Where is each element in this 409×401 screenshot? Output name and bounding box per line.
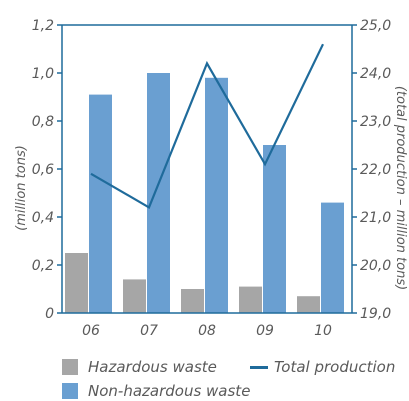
y-tick-label-6: 1,2: [32, 18, 54, 34]
y-tick-label-1: 0,2: [32, 258, 54, 274]
legend-swatch-total: [250, 365, 268, 369]
bar-nonhazardous-10: [321, 202, 344, 313]
y-tick-label-2: 0,4: [32, 210, 54, 226]
y2-tick-label-2: 21,0: [360, 210, 391, 226]
bar-hazardous-09: [239, 286, 262, 313]
y-tick-label-5: 1,0: [32, 66, 54, 82]
line-layer: [90, 43, 324, 209]
y2-tick-label-3: 22,0: [360, 162, 391, 178]
legend-label-nonhazardous: Non-hazardous waste: [88, 382, 251, 400]
x-tick-label-09: 09: [256, 323, 274, 339]
legend-label-hazardous: Hazardous waste: [88, 358, 217, 376]
bar-nonhazardous-06: [89, 94, 112, 313]
legend-swatch-nonhazardous: [62, 383, 78, 399]
bar-hazardous-08: [181, 289, 204, 313]
y-tick-label-0: 0: [45, 306, 54, 322]
waste-chart: 0 0,2 0,4 0,6 0,8 1,0 1,2 19,0 20,0 21,0 22,0 23,0 2…: [14, 18, 408, 339]
legend: Hazardous waste Total production Non-haz…: [62, 354, 402, 400]
bar-hazardous-06: [65, 253, 88, 313]
x-tick-label-07: 07: [140, 323, 158, 339]
bar-hazardous-10: [297, 296, 320, 313]
y-tick-label-4: 0,8: [32, 114, 54, 130]
y-tick-label-3: 0,6: [32, 162, 54, 178]
bar-nonhazardous-08: [205, 77, 228, 313]
x-tick-label-08: 08: [198, 323, 216, 339]
y-axis-title: (million tons): [14, 145, 29, 231]
legend-item-total: Total production: [250, 358, 395, 376]
y2-tick-label-4: 23,0: [360, 114, 391, 130]
y2-tick-label-6: 25,0: [360, 18, 391, 34]
line-total-production: [90, 43, 324, 209]
y2-tick-label-5: 24,0: [360, 66, 391, 82]
x-tick-label-10: 10: [314, 323, 332, 339]
bar-hazardous-07: [123, 279, 146, 313]
legend-item-hazardous: Hazardous waste: [62, 358, 217, 376]
y2-tick-label-1: 20,0: [360, 258, 391, 274]
bar-nonhazardous-07: [147, 73, 170, 313]
bar-nonhazardous-09: [263, 145, 286, 313]
legend-item-nonhazardous: Non-hazardous waste: [62, 382, 250, 400]
y2-tick-label-0: 19,0: [360, 306, 391, 322]
legend-swatch-hazardous: [62, 359, 78, 375]
legend-label-total: Total production: [274, 358, 396, 376]
y2-axis-title: (total production – million tons): [393, 86, 408, 290]
ticks-group: 0 0,2 0,4 0,6 0,8 1,0 1,2 19,0 20,0 21,0 22,0 23,0 2…: [32, 18, 392, 339]
bars-group: [65, 73, 344, 313]
x-tick-label-06: 06: [82, 323, 100, 339]
